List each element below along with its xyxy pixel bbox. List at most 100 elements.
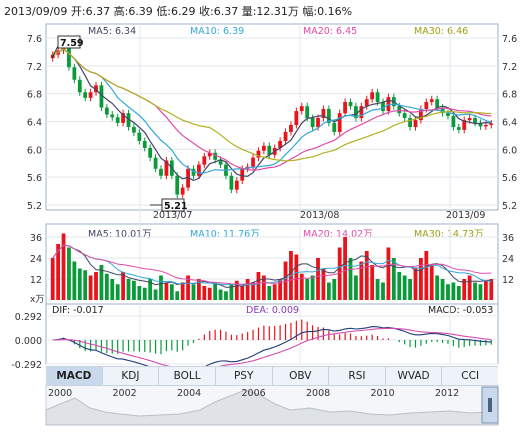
volume-bar	[115, 284, 120, 300]
volume-bar	[348, 258, 353, 300]
tab-rsi[interactable]: RSI	[329, 367, 386, 385]
volume-bar	[359, 261, 364, 300]
volume-bar	[321, 268, 326, 300]
candle-body	[153, 157, 158, 169]
candle-body	[402, 113, 407, 119]
volume-bar	[121, 272, 125, 300]
candle-body	[180, 187, 185, 195]
candle-body	[207, 152, 212, 157]
candle-body	[462, 120, 467, 130]
candle-body	[186, 168, 190, 188]
volume-bar	[413, 268, 418, 300]
volume-bar	[294, 254, 299, 300]
volume-ytick-right: 36	[502, 233, 514, 244]
volume-bar	[61, 233, 66, 300]
max-price-pointer	[51, 45, 59, 59]
volume-bar	[489, 279, 494, 300]
candle-body	[456, 127, 461, 130]
volume-ma5-label: MA5: 10.01万	[88, 229, 152, 240]
macd-ytick: 0.292	[15, 312, 42, 323]
volume-bar	[261, 275, 266, 300]
volume-bar	[126, 279, 131, 300]
volume-bar	[256, 272, 261, 300]
macd-histogram	[52, 319, 492, 376]
tab-macd[interactable]: MACD	[46, 367, 103, 385]
tab-psy[interactable]: PSY	[216, 367, 273, 385]
price-ytick-left: 7.6	[27, 34, 42, 45]
volume-bar	[137, 286, 142, 300]
volume-bar	[72, 261, 77, 300]
price-ytick-left: 6.8	[27, 90, 42, 101]
candle-body	[483, 124, 488, 127]
price-ytick-left: 6.4	[27, 118, 42, 129]
price-ma30-label: MA30: 6.46	[414, 26, 469, 37]
volume-bar	[267, 286, 272, 300]
volume-bar	[186, 275, 190, 300]
price-ytick-right: 5.6	[502, 173, 517, 184]
x-label-2013-09: 2013/09	[446, 210, 485, 221]
candle-body	[413, 120, 418, 128]
volume-bar	[224, 291, 228, 300]
candle-body	[229, 175, 234, 190]
volume-bar	[245, 279, 250, 300]
indicator-tabs: MACD KDJ BOLL PSY OBV RSI WVAD CCI	[46, 366, 498, 386]
volume-bar	[213, 282, 218, 300]
price-ytick-left: 5.6	[27, 173, 42, 184]
candle-body	[375, 92, 380, 103]
volume-bar	[332, 279, 337, 300]
ma10-line	[52, 48, 492, 174]
tab-wvad[interactable]: WVAD	[386, 367, 443, 385]
tab-cci[interactable]: CCI	[461, 370, 480, 382]
price-ma20-label: MA20: 6.45	[303, 26, 358, 37]
candle-body	[397, 106, 402, 114]
volume-bar	[83, 270, 88, 300]
volume-bar	[419, 258, 423, 300]
timeline-year-label: 2002	[113, 388, 137, 399]
volume-bar	[397, 272, 402, 300]
candle-body	[261, 145, 266, 151]
timeline-year-label: 2000	[48, 388, 72, 399]
volume-bar	[435, 275, 440, 300]
volume-bar	[132, 280, 136, 300]
candle-body	[419, 108, 423, 121]
volume-bar	[218, 289, 223, 300]
candle-body	[435, 99, 440, 108]
price-ma-lines	[52, 48, 492, 182]
volume-ma20-line	[52, 244, 492, 285]
volume-bar	[451, 282, 456, 300]
candle-body	[218, 159, 223, 165]
tab-kdj[interactable]: KDJ	[103, 367, 160, 385]
volume-bar	[478, 284, 483, 300]
volume-bar	[456, 286, 461, 300]
volume-bars	[50, 233, 494, 300]
candle-body	[267, 145, 272, 155]
volume-bar	[234, 280, 239, 300]
volume-bar	[110, 279, 115, 300]
price-candles	[50, 38, 494, 199]
volume-ytick-right: 12	[502, 275, 514, 286]
candle-body	[137, 132, 142, 141]
volume-bar	[337, 247, 342, 300]
x-label-2013-08: 2013/08	[300, 210, 339, 221]
timeline-year-label: 2008	[306, 388, 330, 399]
tab-boll[interactable]: BOLL	[159, 367, 216, 385]
volume-bar	[164, 282, 169, 300]
candle-body	[337, 113, 342, 132]
volume-ma5-line	[52, 244, 492, 288]
volume-bar	[343, 237, 347, 300]
volume-ma30-label: MA30: 14.73万	[414, 229, 484, 240]
volume-bar	[462, 279, 467, 300]
volume-bar	[67, 247, 71, 300]
candle-body	[446, 113, 450, 116]
quote-close: 收:6.37	[199, 5, 239, 18]
candle-body	[202, 156, 207, 165]
candle-body	[424, 102, 429, 109]
price-ytick-right: 7.6	[502, 34, 517, 45]
volume-bar	[240, 286, 245, 300]
volume-bar	[77, 268, 82, 300]
price-ytick-left: 6.0	[27, 145, 42, 156]
tab-obv[interactable]: OBV	[273, 367, 330, 385]
volume-bar	[446, 284, 450, 300]
ma5-line	[52, 48, 492, 182]
grid	[46, 24, 498, 365]
